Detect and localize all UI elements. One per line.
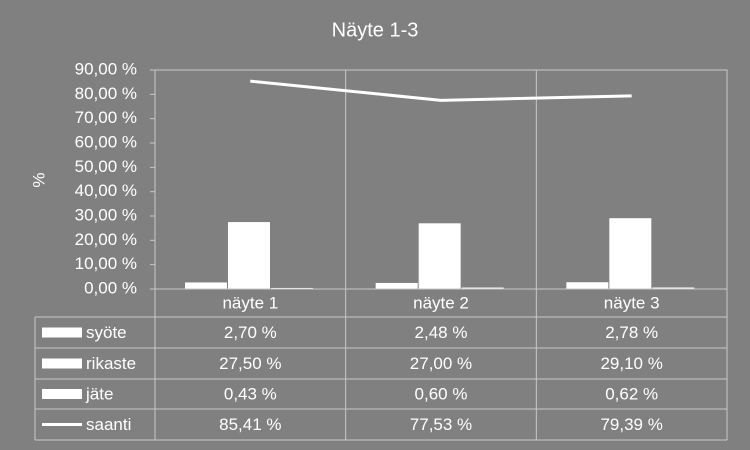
y-tick-label: 60,00 % bbox=[75, 132, 137, 151]
y-tick-label: 20,00 % bbox=[75, 230, 137, 249]
y-axis-label: % bbox=[29, 172, 48, 187]
table-value: 2,70 % bbox=[224, 323, 277, 342]
bar bbox=[228, 222, 270, 289]
table-value: 27,50 % bbox=[219, 354, 281, 373]
legend-label: saanti bbox=[86, 415, 131, 434]
y-tick-label: 50,00 % bbox=[75, 157, 137, 176]
legend-key bbox=[42, 389, 82, 399]
bar bbox=[375, 282, 418, 289]
bar bbox=[566, 282, 609, 289]
line-series bbox=[250, 79, 632, 102]
table-value: 27,00 % bbox=[410, 354, 472, 373]
table-value: 79,39 % bbox=[600, 415, 662, 434]
legend-key bbox=[42, 358, 82, 369]
y-tick-label: 80,00 % bbox=[75, 84, 137, 103]
legend-label: rikaste bbox=[86, 354, 136, 373]
y-tick-label: 10,00 % bbox=[75, 254, 137, 273]
x-tick-label: näyte 2 bbox=[413, 293, 469, 312]
legend-label: jäte bbox=[85, 384, 113, 403]
table-value: 77,53 % bbox=[410, 415, 472, 434]
bar bbox=[271, 287, 313, 289]
bar bbox=[461, 287, 504, 289]
y-tick-label: 70,00 % bbox=[75, 108, 137, 127]
x-tick-label: näyte 3 bbox=[604, 293, 660, 312]
bar bbox=[609, 218, 652, 289]
y-tick-label: 90,00 % bbox=[75, 59, 137, 78]
table-value: 2,78 % bbox=[605, 323, 658, 342]
table-value: 0,60 % bbox=[415, 384, 468, 403]
bar bbox=[652, 287, 695, 289]
table-value: 0,43 % bbox=[224, 384, 277, 403]
table-value: 2,48 % bbox=[415, 323, 468, 342]
x-tick-label: näyte 1 bbox=[222, 293, 278, 312]
bar bbox=[418, 223, 461, 289]
y-tick-label: 0,00 % bbox=[84, 278, 137, 297]
legend-label: syöte bbox=[86, 323, 127, 342]
table-value: 85,41 % bbox=[219, 415, 281, 434]
table-value: 0,62 % bbox=[605, 384, 658, 403]
y-tick-label: 40,00 % bbox=[75, 181, 137, 200]
table-value: 29,10 % bbox=[600, 354, 662, 373]
y-tick-label: 30,00 % bbox=[75, 205, 137, 224]
legend-key bbox=[42, 327, 82, 338]
chart-title: Näyte 1-3 bbox=[332, 19, 419, 41]
bar bbox=[185, 282, 227, 289]
